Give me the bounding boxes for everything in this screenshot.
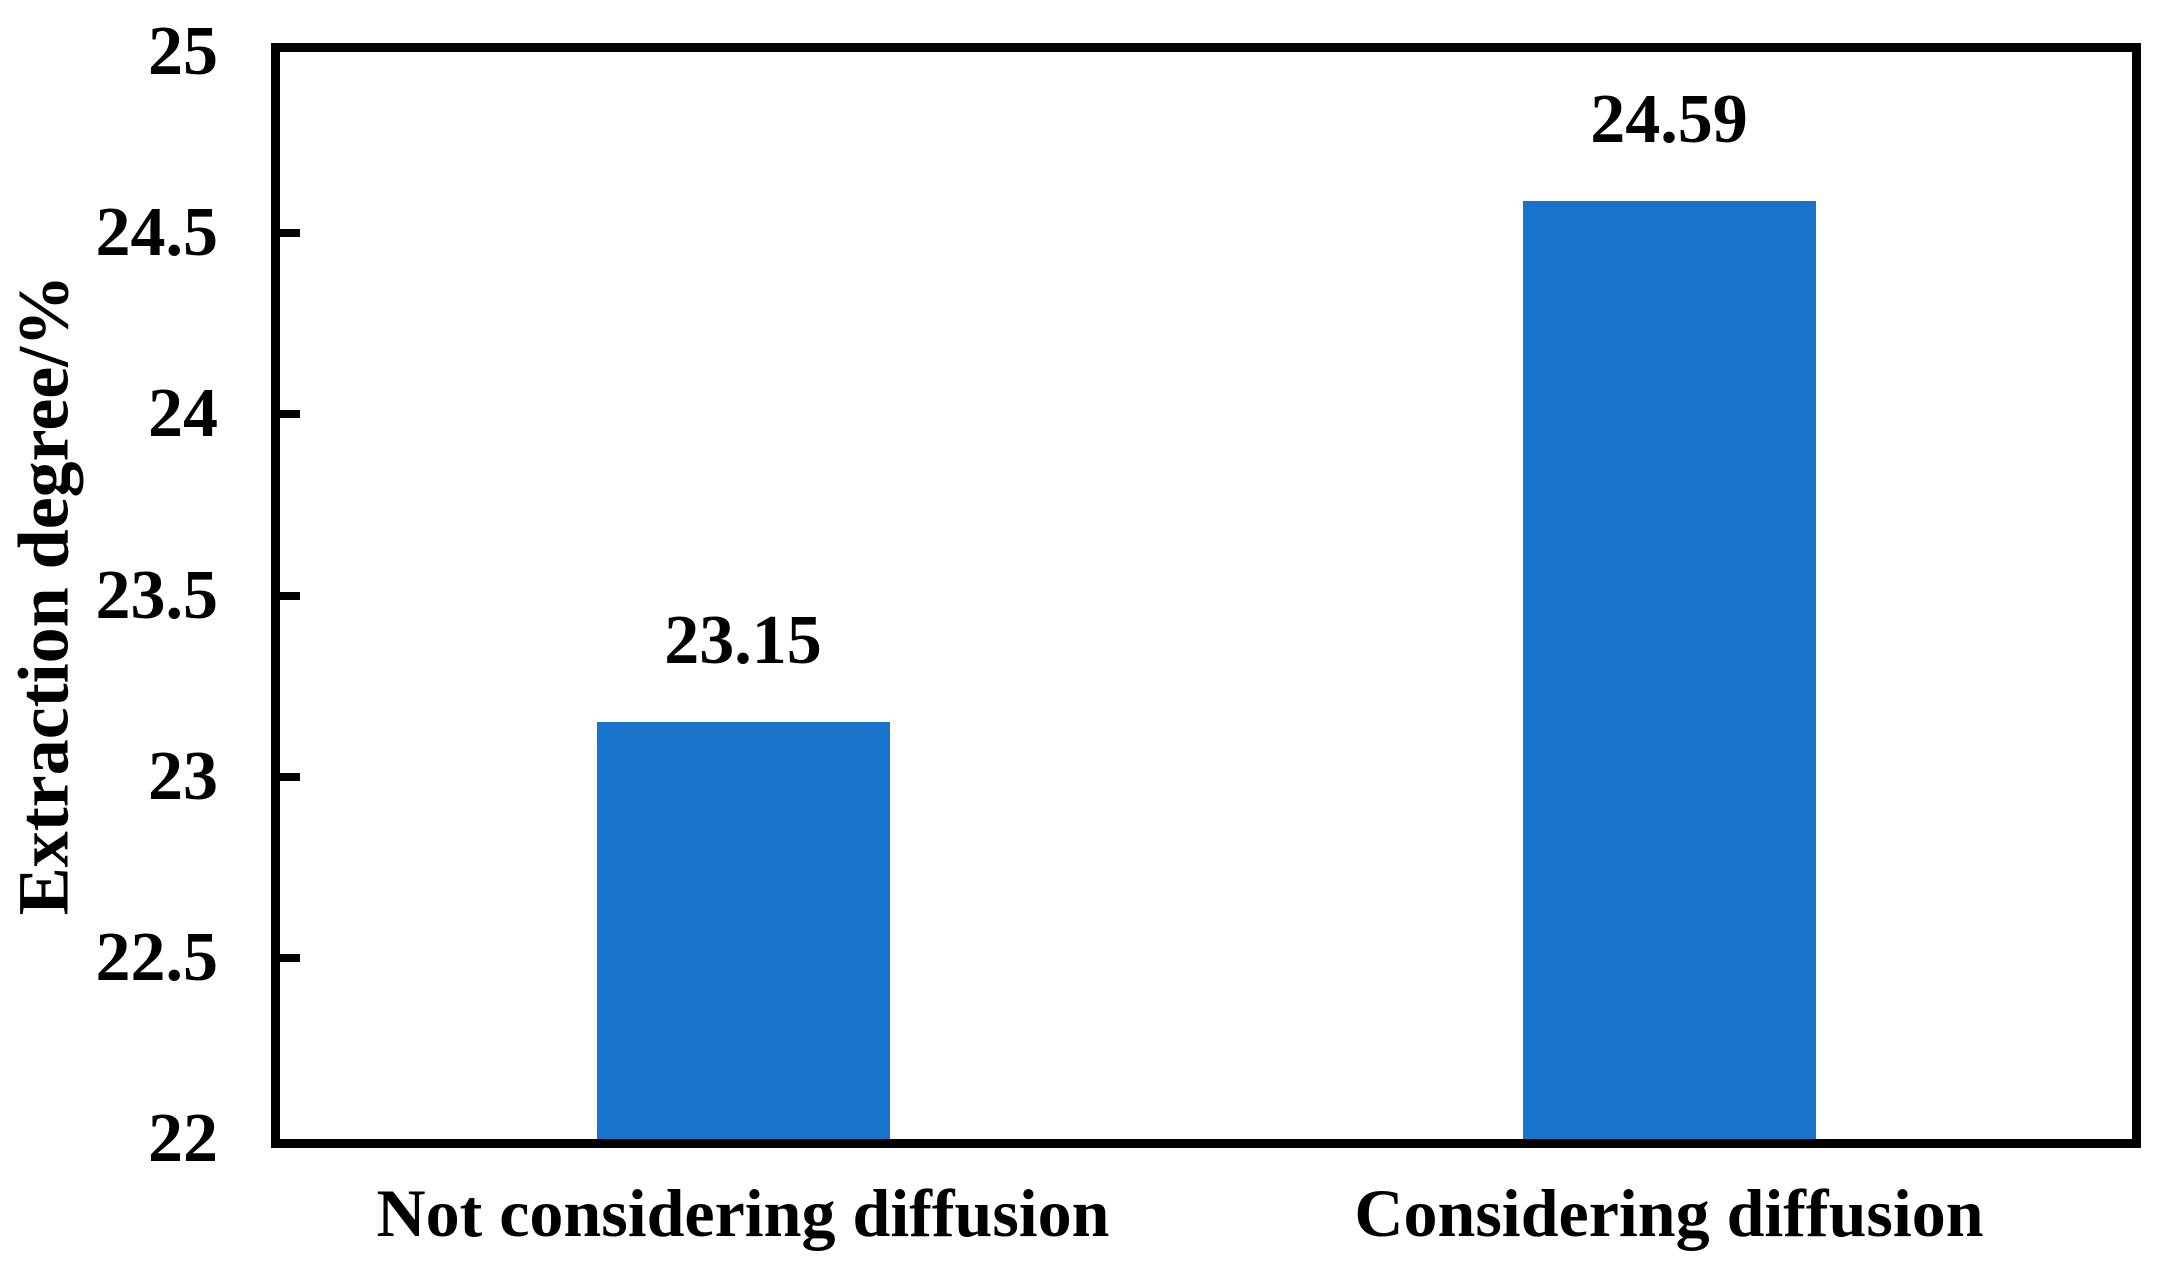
bar-value-label: 23.15: [664, 602, 822, 680]
y-tick-mark: [280, 772, 300, 781]
x-category-label: Considering diffusion: [1354, 1175, 1984, 1251]
plot-area: [271, 43, 2141, 1148]
y-tick-label: 23.5: [95, 556, 219, 634]
y-tick-label: 25: [148, 13, 218, 90]
y-tick-mark: [280, 410, 300, 419]
y-tick-label: 22: [148, 1100, 218, 1177]
y-tick-mark: [280, 229, 300, 238]
y-tick-label: 24: [148, 375, 218, 453]
y-tick-mark: [280, 953, 300, 962]
y-tick-label: 22.5: [95, 918, 219, 996]
y-tick-label: 24.5: [95, 194, 219, 272]
bar-not-considering-diffusion: [596, 722, 890, 1139]
bar-value-label: 24.59: [1590, 80, 1748, 158]
y-tick-label: 23: [148, 737, 218, 815]
bar-considering-diffusion: [1522, 200, 1816, 1139]
y-tick-mark: [280, 591, 300, 600]
x-category-label: Not considering diffusion: [376, 1175, 1110, 1251]
